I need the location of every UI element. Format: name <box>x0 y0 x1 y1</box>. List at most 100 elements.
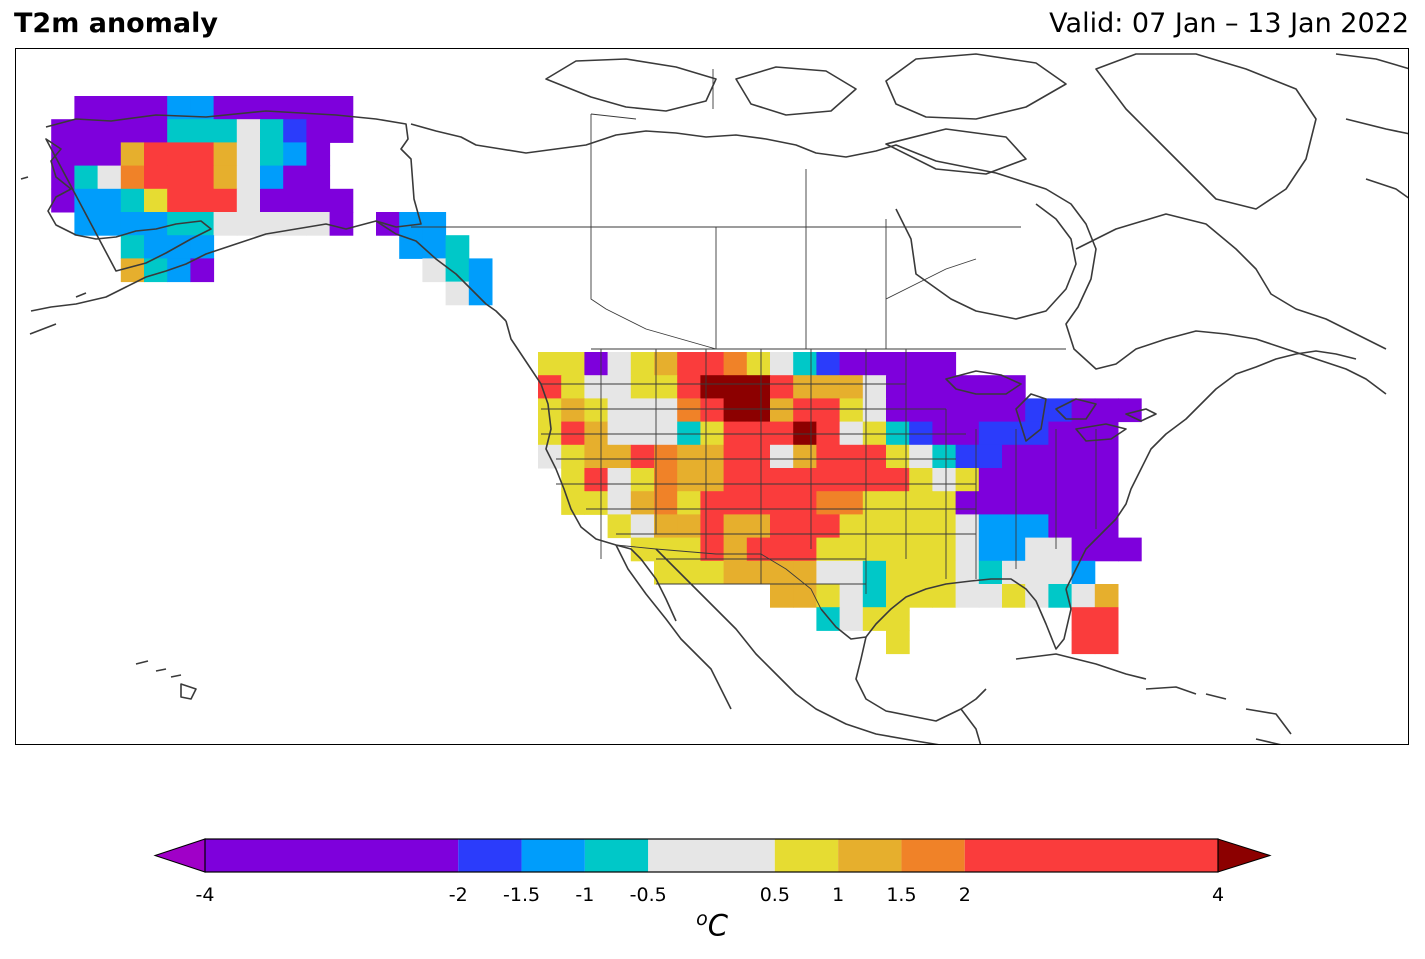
anomaly-cell <box>584 421 609 446</box>
anomaly-cell <box>1002 491 1026 515</box>
unit-superscript: o <box>696 908 708 930</box>
anomaly-cell <box>886 514 910 539</box>
map-panel[interactable] <box>15 48 1409 745</box>
anomaly-cell <box>654 352 678 376</box>
anomaly-cell <box>793 444 817 469</box>
anomaly-cell <box>909 444 933 469</box>
anomaly-cell <box>190 96 215 120</box>
colorbar-bin <box>648 839 775 872</box>
anomaly-cell <box>654 375 678 399</box>
anomaly-cell <box>607 421 632 446</box>
anomaly-cell <box>167 96 191 120</box>
anomaly-cell <box>167 142 191 167</box>
anomaly-cell <box>746 398 771 423</box>
anomaly-cell <box>236 142 261 167</box>
anomaly-cell <box>561 352 585 376</box>
anomaly-cell <box>468 258 493 283</box>
anomaly-cell <box>839 352 864 376</box>
us-east-coast <box>1065 350 1357 590</box>
anomaly-cell <box>1094 444 1119 469</box>
anomaly-cell <box>839 444 864 469</box>
anomaly-cell <box>51 119 75 143</box>
anomaly-cell <box>816 375 841 399</box>
colorbar-tick-label: 1 <box>832 884 845 906</box>
anomaly-cell <box>909 375 933 399</box>
anomaly-cell <box>306 212 331 236</box>
anomaly-cell <box>1002 514 1026 539</box>
anomaly-cell <box>955 584 980 608</box>
anomaly-cell <box>260 212 284 236</box>
anomaly-cell <box>283 188 307 213</box>
anomaly-cell <box>793 491 817 515</box>
anomaly-cell <box>862 352 887 376</box>
anomaly-cell <box>630 491 655 515</box>
anomaly-cell <box>306 96 331 120</box>
anomaly-cell <box>607 398 632 423</box>
anomaly-cell <box>120 188 145 213</box>
anomaly-cell <box>97 142 122 167</box>
anomaly-cell <box>538 398 562 423</box>
anomaly-cell <box>955 398 980 423</box>
anomaly-cell <box>120 212 145 236</box>
anomaly-cell <box>1002 421 1026 446</box>
anomaly-cell <box>862 468 887 492</box>
anomaly-cell <box>793 352 817 376</box>
colorbar-tick-label: -4 <box>195 884 215 906</box>
alaska-coastline <box>30 110 422 312</box>
colorbar-bin <box>774 839 839 872</box>
colorbar-tick-label: -0.5 <box>629 884 667 906</box>
anomaly-cell <box>677 444 701 469</box>
anomaly-cell <box>120 258 145 283</box>
anomaly-cell <box>654 398 678 423</box>
anomaly-cell <box>97 119 122 143</box>
anomaly-cell <box>723 398 748 423</box>
colorbar-bin <box>205 839 459 872</box>
anomaly-cell <box>561 421 585 446</box>
anomaly-cell <box>700 560 725 585</box>
anomaly-cell <box>909 352 933 376</box>
anomaly-cell <box>746 421 771 446</box>
anomaly-cell <box>746 468 771 492</box>
anomaly-cell <box>700 421 725 446</box>
anomaly-cell <box>213 212 238 236</box>
anomaly-cell <box>677 375 701 399</box>
anomaly-cell <box>1025 514 1049 539</box>
mexico-gulf <box>855 636 987 722</box>
anomaly-cell <box>1025 584 1049 608</box>
anomaly-cell <box>213 188 238 213</box>
anomaly-cell <box>700 468 725 492</box>
mexico-west-coast <box>655 548 939 744</box>
anomaly-cell <box>770 537 794 562</box>
anomaly-cell <box>770 375 794 399</box>
anomaly-cell <box>839 607 864 631</box>
anomaly-cell <box>306 142 331 167</box>
anomaly-cell <box>144 165 168 190</box>
anomaly-cell <box>932 584 957 608</box>
anomaly-cell <box>260 142 284 167</box>
anomaly-cell <box>283 165 307 190</box>
anomaly-cell <box>862 398 887 423</box>
anomaly-cell <box>723 491 748 515</box>
anomaly-cell <box>932 468 957 492</box>
colorbar-bin <box>838 839 902 872</box>
anomaly-cell <box>978 398 1003 423</box>
colorbar-bin <box>521 839 585 872</box>
anomaly-cell <box>654 468 678 492</box>
anomaly-cell <box>793 537 817 562</box>
anomaly-cell <box>978 444 1003 469</box>
colorbar-tick-label: 2 <box>958 884 971 906</box>
anomaly-cell <box>120 119 145 143</box>
anomaly-cell <box>607 491 632 515</box>
anomaly-cell <box>839 560 864 585</box>
anomaly-cell <box>1094 398 1119 423</box>
anomaly-cell <box>839 421 864 446</box>
anomaly-cell <box>74 212 99 236</box>
anomaly-cell <box>422 235 447 259</box>
anomaly-cell <box>561 444 585 469</box>
anomaly-cell <box>445 235 470 259</box>
anomaly-cell <box>839 468 864 492</box>
anomaly-cell <box>630 537 655 562</box>
anomaly-cell <box>283 96 307 120</box>
anomaly-cell <box>723 444 748 469</box>
colorbar <box>153 838 1272 873</box>
